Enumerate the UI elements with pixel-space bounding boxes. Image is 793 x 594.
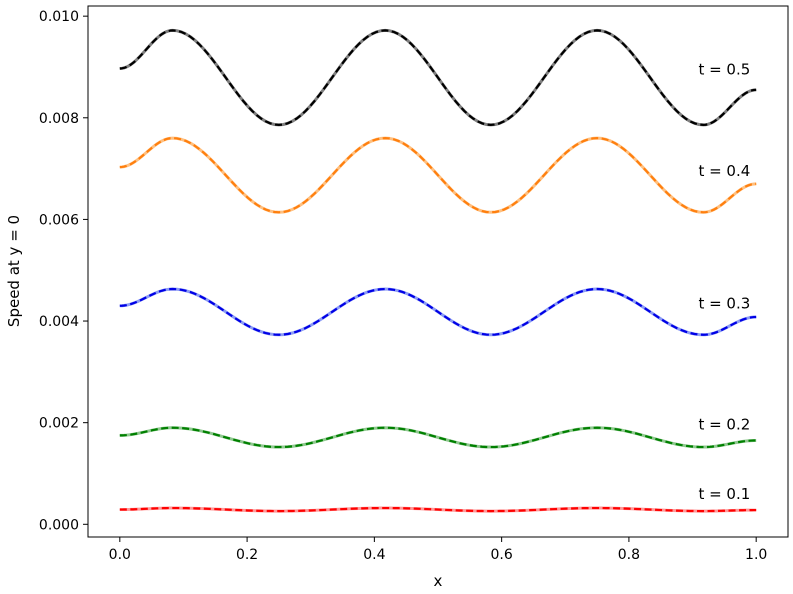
x-ticks: 0.0 0.2 0.4 0.6 0.8 1.0 bbox=[109, 537, 767, 563]
plot-frame bbox=[87, 5, 789, 538]
y-ticks: 0.000 0.002 0.004 0.006 0.008 0.010 bbox=[39, 9, 88, 533]
y-tick-label: 0.008 bbox=[39, 111, 79, 127]
series-layer bbox=[119, 28, 757, 513]
labels-layer: t = 0.1 t = 0.2 t = 0.3 t = 0.4 t = 0.5 bbox=[698, 61, 750, 503]
series-label: t = 0.1 bbox=[698, 485, 750, 503]
series-label: t = 0.4 bbox=[698, 162, 750, 180]
series-label: t = 0.3 bbox=[698, 294, 750, 312]
series-line-dashed bbox=[119, 29, 757, 127]
x-tick-label: 0.2 bbox=[236, 547, 258, 563]
series-line-dashed bbox=[119, 137, 757, 214]
y-tick-label: 0.010 bbox=[39, 9, 79, 25]
x-axis-label: x bbox=[434, 572, 443, 590]
x-tick-label: 0.8 bbox=[618, 547, 640, 563]
x-tick-label: 0.4 bbox=[363, 547, 385, 563]
x-tick-label: 1.0 bbox=[745, 547, 767, 563]
series-label: t = 0.5 bbox=[698, 61, 750, 79]
y-tick-label: 0.000 bbox=[39, 517, 79, 533]
series-line-dashed bbox=[119, 287, 757, 336]
x-tick-label: 0.6 bbox=[491, 547, 513, 563]
y-axis-label: Speed at y = 0 bbox=[5, 215, 23, 327]
y-tick-label: 0.006 bbox=[39, 212, 79, 228]
series-label: t = 0.2 bbox=[698, 415, 750, 433]
series-line-solid bbox=[119, 426, 757, 449]
y-tick-label: 0.004 bbox=[39, 314, 79, 330]
x-tick-label: 0.0 bbox=[109, 547, 131, 563]
series-line-dashed bbox=[119, 506, 757, 513]
y-tick-label: 0.002 bbox=[39, 416, 79, 432]
